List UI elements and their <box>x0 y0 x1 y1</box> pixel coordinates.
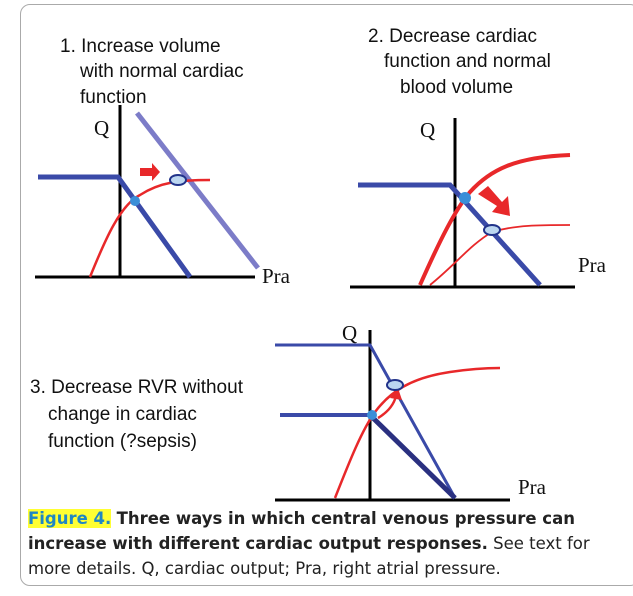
panel-text: 1. Increase volume <box>60 36 221 57</box>
new-equilibrium-point <box>169 174 187 186</box>
figure-frame <box>20 4 633 586</box>
panel-text: function (?sepsis) <box>48 431 197 452</box>
venous-return <box>368 413 457 500</box>
venous-return <box>358 182 542 287</box>
arrow <box>140 163 160 181</box>
y-label: Q <box>94 116 109 140</box>
depressed-cardiac-curve <box>429 224 571 286</box>
panel-text: blood volume <box>400 77 513 98</box>
new-equilibrium-point <box>483 224 501 236</box>
panel-1: 1. Increase volume with normal cardiac f… <box>35 36 291 288</box>
arrow-head <box>390 388 402 400</box>
caption-text: See text for more details. Q, cardiac ou… <box>28 534 590 578</box>
panel-text: change in cardiac <box>48 404 197 425</box>
equilibrium-point <box>130 196 140 206</box>
venous-return-new <box>135 111 260 270</box>
y-label: Q <box>420 118 435 142</box>
cardiac-function-curve <box>88 178 211 278</box>
panel-text: with normal cardiac <box>79 61 244 82</box>
equilibrium-point <box>459 192 471 204</box>
panel-text: 3. Decrease RVR without <box>30 377 244 398</box>
new-equilibrium-point <box>386 379 404 391</box>
panel-3: 3. Decrease RVR without change in cardia… <box>30 321 547 502</box>
y-label: Q <box>342 321 357 345</box>
venous-return-new <box>275 343 457 499</box>
panel-text: function <box>80 87 147 108</box>
x-label: Pra <box>518 475 547 499</box>
figure-caption: Figure 4. Three ways in which central ve… <box>28 506 626 581</box>
venous-return <box>38 174 193 279</box>
arrow <box>478 186 510 216</box>
x-label: Pra <box>262 264 291 288</box>
panel-2: 2. Decrease cardiac function and normal … <box>350 26 607 289</box>
figure-label: Figure 4. <box>28 509 112 528</box>
panel-text: function and normal <box>384 51 551 72</box>
cardiac-function-curve <box>418 153 571 286</box>
equilibrium-point <box>367 410 377 420</box>
x-label: Pra <box>578 253 607 277</box>
caption-title: Three ways in which central venous press… <box>28 509 575 553</box>
panel-text: 2. Decrease cardiac <box>368 26 537 47</box>
